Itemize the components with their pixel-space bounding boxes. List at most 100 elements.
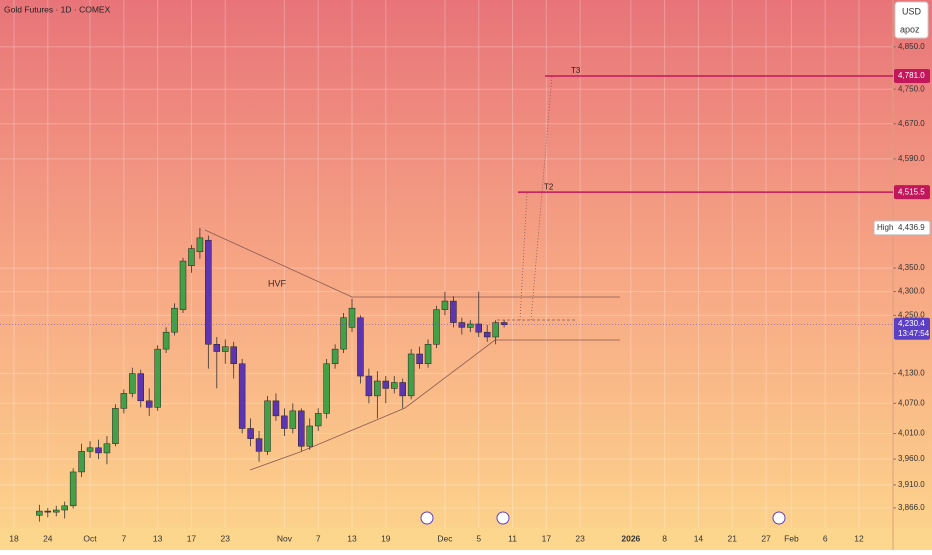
projection <box>519 192 528 321</box>
x-tick-label: 13 <box>347 533 357 543</box>
last-price-label: 4,230.4 <box>898 319 925 328</box>
candle-body <box>306 425 313 447</box>
high-name: High <box>877 223 893 232</box>
author: apoz <box>900 24 920 34</box>
candle-body <box>255 438 263 452</box>
x-tick-label: 18 <box>9 533 19 543</box>
candle-body <box>129 373 136 394</box>
candle-body <box>247 428 254 439</box>
y-tick-label: 3,866.0 <box>898 503 925 512</box>
candle-body <box>145 400 153 408</box>
candle-body <box>171 307 178 333</box>
x-tick-label: 27 <box>761 533 771 543</box>
candle-body <box>492 322 499 338</box>
candle-body <box>61 505 68 511</box>
candle-body <box>331 348 339 365</box>
candle-body <box>213 344 221 352</box>
candle-body <box>120 393 128 409</box>
candle-body <box>272 400 280 417</box>
x-tick-label: Oct <box>83 533 97 543</box>
target-label: T2 <box>544 182 554 191</box>
chart-title: Gold Futures · 1D · COMEX <box>4 4 111 14</box>
x-tick-label: Dec <box>437 533 453 543</box>
candle-body <box>424 344 432 365</box>
x-tick-label: Feb <box>784 533 799 543</box>
pattern-lines <box>204 75 620 471</box>
x-tick-label: 23 <box>575 533 585 543</box>
price-tag <box>894 68 930 83</box>
candle-body <box>95 447 102 454</box>
candle-body <box>205 239 212 345</box>
x-tick-label: 17 <box>187 533 197 543</box>
event-icon[interactable] <box>496 511 510 525</box>
candle-body <box>483 331 491 338</box>
x-tick-label: 11 <box>508 533 517 543</box>
y-tick-label: 4,300.0 <box>898 287 925 296</box>
candle-body <box>264 400 271 452</box>
event-icon[interactable] <box>772 511 786 525</box>
x-tick-label: 17 <box>542 533 552 543</box>
x-tick-label: 13 <box>153 533 163 543</box>
candle-body <box>86 447 94 452</box>
candle-body <box>382 380 390 389</box>
candle-body <box>467 323 474 328</box>
x-tick-label: 5 <box>476 533 481 543</box>
x-tick-label: 19 <box>381 533 391 543</box>
candle-body <box>357 317 364 377</box>
price-tag-label: 4,781.0 <box>898 71 925 80</box>
y-tick-label: 4,750.0 <box>898 84 925 93</box>
candle-body <box>238 363 246 429</box>
candle-body <box>323 363 330 414</box>
candle-body <box>500 322 508 326</box>
candle-body <box>340 317 347 350</box>
y-tick-label: 4,130.0 <box>898 369 925 378</box>
candle-body <box>365 375 373 397</box>
marks <box>36 227 508 522</box>
x-tick-label: 21 <box>728 533 738 543</box>
candle-body <box>450 300 457 323</box>
candle-body <box>281 415 288 429</box>
y-tick-label: 4,070.0 <box>898 398 925 407</box>
projection <box>530 75 553 321</box>
x-tick-label: 7 <box>316 533 321 543</box>
candle-body <box>298 410 305 447</box>
candle-body <box>230 346 237 365</box>
upper-boundary <box>204 229 620 298</box>
candle-body <box>374 380 381 397</box>
currency: USD <box>902 6 922 16</box>
y-tick-label: 4,250.0 <box>898 310 925 319</box>
candle-body <box>475 323 482 333</box>
candle-body <box>399 382 406 397</box>
candle-body <box>391 382 398 389</box>
pattern-label: HVF <box>268 278 287 288</box>
candle-body <box>433 309 440 345</box>
candle-body <box>416 353 423 365</box>
y-tick-label: 4,670.0 <box>898 119 925 128</box>
candle-body <box>196 237 204 253</box>
candle-body <box>162 331 170 350</box>
candle-body <box>103 443 111 454</box>
candle-body <box>69 471 77 507</box>
candle-body <box>154 348 161 408</box>
x-tick-label: 2026 <box>621 533 640 543</box>
price-tag-label: 4,515.5 <box>898 187 925 196</box>
candle-body <box>458 322 466 328</box>
y-tick-label: 3,960.0 <box>898 454 925 463</box>
y-tick-label: 4,350.0 <box>898 263 925 272</box>
candle-body <box>188 248 195 266</box>
high-tag <box>873 220 931 236</box>
candle-body <box>407 353 415 397</box>
grid <box>0 0 893 528</box>
x-tick-label: 6 <box>823 533 828 543</box>
y-tick-label: 4,850.0 <box>898 42 925 51</box>
target-label: T3 <box>571 66 581 75</box>
y-tick-label: 4,010.0 <box>898 429 925 438</box>
currency-box[interactable] <box>894 1 929 39</box>
event-icons <box>420 511 786 525</box>
x-tick-label: Nov <box>277 533 293 543</box>
event-icon[interactable] <box>420 511 434 525</box>
candle-body <box>53 509 60 513</box>
candle-body <box>314 413 322 427</box>
